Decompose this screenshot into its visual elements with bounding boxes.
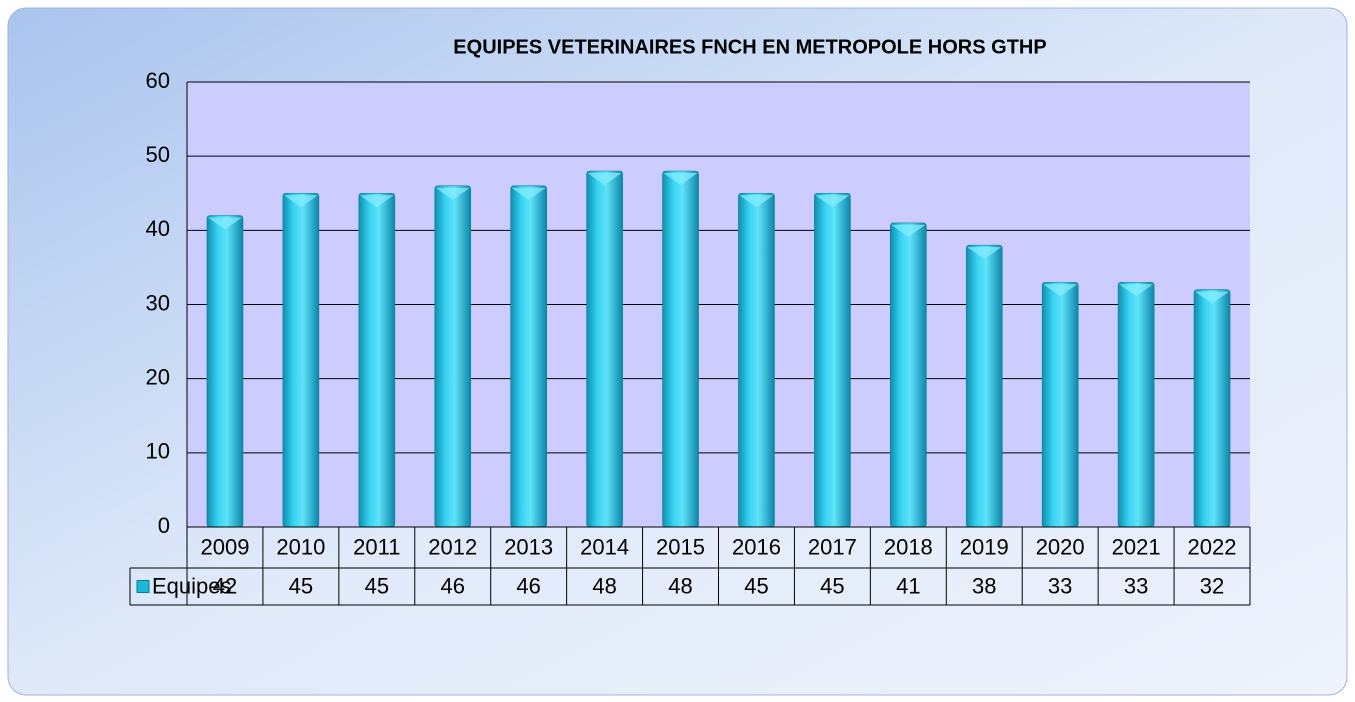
bar	[965, 244, 1003, 528]
bar	[662, 170, 699, 528]
bar	[586, 170, 623, 528]
bar-cap	[283, 195, 318, 208]
x-tick-label: 2020	[1036, 534, 1085, 559]
y-tick-label: 40	[146, 216, 170, 241]
bar	[206, 215, 244, 528]
table-value: 45	[289, 573, 313, 598]
table-value: 48	[668, 573, 692, 598]
x-tick-label: 2013	[504, 534, 553, 559]
bar-cap	[207, 217, 242, 230]
x-tick-label: 2010	[276, 534, 325, 559]
table-value: 45	[820, 573, 844, 598]
x-tick-label: 2016	[732, 534, 781, 559]
bar-cap	[435, 187, 470, 200]
x-tick-label: 2021	[1112, 534, 1161, 559]
bar-cap	[1043, 284, 1078, 297]
table-value: 32	[1200, 573, 1224, 598]
bar-cap	[739, 195, 774, 208]
bar	[1117, 281, 1155, 528]
bar-cap	[663, 173, 698, 185]
bar	[434, 185, 472, 528]
bar-cap	[511, 187, 546, 200]
x-tick-label: 2019	[960, 534, 1009, 559]
table-value: 45	[365, 573, 389, 598]
table-value: 45	[744, 573, 768, 598]
bar-cap	[1119, 284, 1154, 297]
bar	[814, 192, 851, 528]
table-value: 41	[896, 573, 920, 598]
table-value: 46	[441, 573, 465, 598]
x-tick-label: 2012	[428, 534, 477, 559]
x-tick-label: 2011	[353, 534, 400, 559]
bar	[1193, 289, 1231, 528]
table-value: 33	[1124, 573, 1148, 598]
y-tick-label: 60	[146, 68, 170, 93]
table-value: 38	[972, 573, 996, 598]
bar-cap	[359, 195, 394, 208]
bar	[282, 192, 320, 528]
bar	[890, 222, 927, 528]
table-value: 48	[592, 573, 616, 598]
bar	[358, 192, 396, 528]
bar-cap	[1195, 291, 1230, 304]
legend-label: Equipes	[152, 573, 232, 598]
bar	[738, 192, 775, 528]
x-tick-label: 2022	[1188, 534, 1237, 559]
bar-cap	[891, 224, 926, 237]
table-value: 33	[1048, 573, 1072, 598]
bar-cap	[587, 173, 622, 185]
x-tick-label: 2015	[656, 534, 705, 559]
table-value: 42	[213, 573, 237, 598]
y-tick-label: 50	[146, 142, 170, 167]
chart-title: EQUIPES VETERINAIRES FNCH EN METROPOLE H…	[453, 36, 1046, 58]
y-tick-label: 10	[146, 439, 170, 464]
x-tick-label: 2018	[884, 534, 933, 559]
y-tick-label: 30	[146, 290, 170, 315]
bar	[510, 185, 547, 528]
y-tick-label: 0	[158, 513, 170, 538]
y-tick-label: 20	[146, 364, 170, 389]
x-tick-label: 2009	[200, 534, 249, 559]
bar-cap	[815, 195, 850, 208]
x-tick-label: 2017	[808, 534, 857, 559]
x-tick-label: 2014	[580, 534, 629, 559]
table-value: 46	[516, 573, 540, 598]
legend-key	[136, 580, 150, 593]
bar-cap	[967, 247, 1002, 260]
bar	[1041, 281, 1079, 528]
